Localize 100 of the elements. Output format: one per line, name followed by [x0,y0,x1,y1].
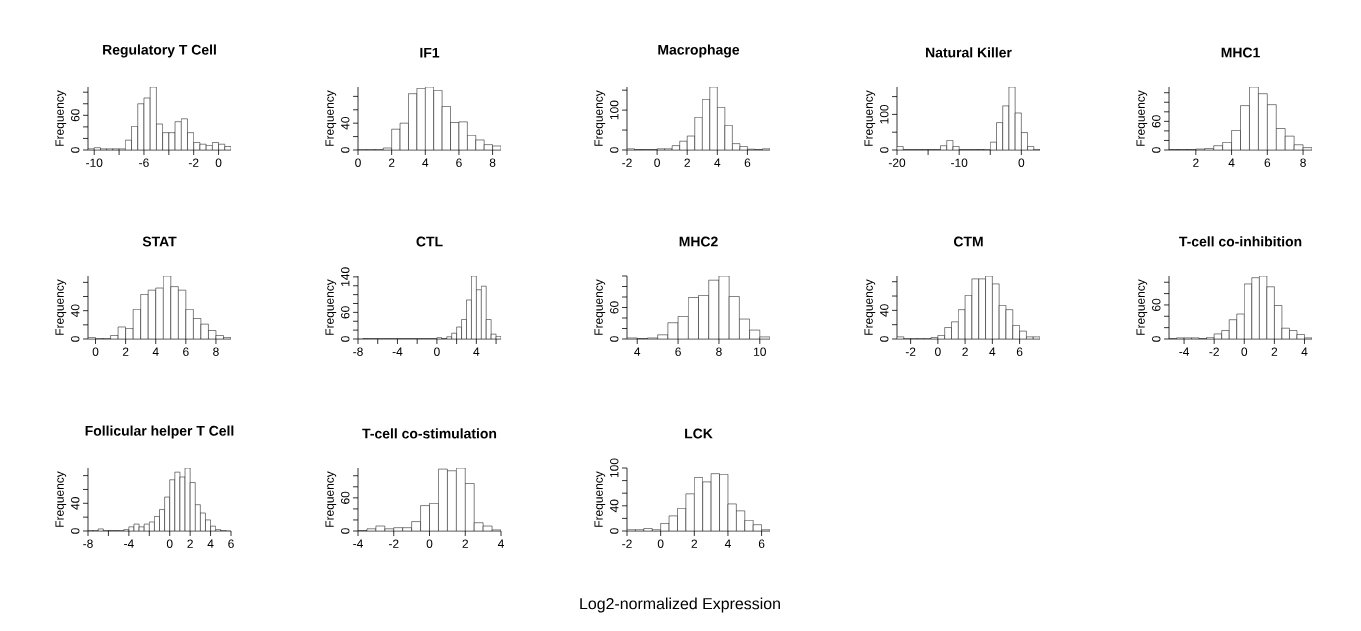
y-tick-label: 40 [341,117,350,130]
x-tick-label: -4 [124,539,134,548]
x-tick-label: 8 [1300,158,1306,167]
y-tick-label: 0 [1152,147,1161,153]
y-tick-label: 60 [1152,298,1161,311]
y-axis-title: Frequency [1136,90,1148,146]
x-tick-label: 6 [1016,347,1023,356]
chart-title: Natural Killer [926,47,1012,58]
x-tick-label: 6 [744,158,751,167]
chart-title: CTM [953,236,983,247]
x-tick-label: 4 [152,347,159,356]
chart-title: STAT [142,236,177,247]
x-tick-label: -20 [888,158,906,167]
y-axis-title: Frequency [55,279,67,335]
y-tick-label: 100 [610,458,619,478]
chart-title: CTL [416,236,443,247]
x-tick-label: 4 [1228,158,1235,167]
x-tick-label: 6 [228,539,234,548]
x-tick-label: -2 [1209,347,1219,356]
x-tick-label: -10 [86,158,103,167]
y-axis-title: Frequency [325,279,337,335]
x-tick-label: 4 [497,539,504,548]
x-tick-label: 6 [456,158,462,167]
chart-title: Macrophage [658,44,740,58]
x-tick-label: -2 [622,158,632,167]
x-tick-label: -2 [188,158,199,167]
x-tick-label: 0 [654,158,660,167]
x-tick-label: 0 [166,539,173,548]
chart-title: LCK [685,428,713,439]
x-tick-label: -10 [951,158,968,167]
x-tick-label: 0 [434,347,440,356]
y-tick-label: 40 [610,499,619,513]
x-tick-label: 8 [489,158,496,167]
y-axis-title: Frequency [594,90,606,146]
x-tick-label: -8 [83,539,93,548]
y-tick-label: 0 [341,528,350,534]
y-tick-label: 40 [71,497,80,510]
chart-title: MHC1 [1221,47,1260,58]
chart-title: MHC2 [679,236,718,247]
x-tick-label: 0 [215,158,222,167]
x-tick-label: 0 [426,539,433,548]
y-tick-label: 0 [341,147,350,153]
x-tick-label: 10 [754,347,766,356]
y-tick-label: 60 [71,109,80,122]
chart-title: IF1 [420,47,440,58]
x-tick-label: 0 [657,539,664,548]
y-axis-title: Frequency [325,90,337,146]
y-axis-title: Frequency [864,279,876,335]
x-tick-label: 0 [92,347,99,356]
y-tick-label: 0 [71,147,80,153]
x-tick-label: 4 [989,347,996,356]
y-tick-label: 0 [880,147,889,153]
chart-title: Follicular helper T Cell [85,425,234,439]
y-axis-title: Frequency [594,471,606,527]
x-tick-label: 8 [716,347,722,356]
y-axis-title: Frequency [594,279,606,335]
x-tick-label: -4 [1179,347,1190,356]
y-tick-label: 0 [1152,336,1161,342]
y-tick-label: 0 [880,336,889,342]
x-tick-label: -2 [622,539,632,548]
x-tick-label: 6 [675,347,681,356]
y-tick-label: 60 [341,491,350,504]
x-tick-label: 0 [355,158,361,167]
y-tick-label: 100 [880,104,889,124]
x-tick-label: 2 [388,158,395,167]
x-tick-label: 2 [1271,347,1278,356]
x-tick-label: 2 [691,539,698,548]
x-tick-label: 4 [724,539,731,548]
y-tick-label: 60 [1152,115,1161,128]
x-tick-label: 4 [634,347,641,356]
x-tick-label: 2 [684,158,690,167]
x-tick-label: -4 [353,539,363,548]
y-tick-label: 100 [610,100,619,120]
x-tick-label: 4 [1301,347,1308,356]
y-axis-title: Frequency [55,90,67,146]
x-tick-label: 4 [207,539,214,548]
x-tick-label: 4 [473,347,480,356]
y-tick-label: 0 [71,528,80,534]
y-axis-title: Frequency [1136,279,1148,335]
x-tick-label: -8 [353,347,363,356]
x-tick-label: -4 [392,347,403,356]
y-tick-label: 40 [880,304,889,317]
y-tick-label: 140 [341,267,350,286]
y-tick-label: 0 [610,336,619,342]
x-tick-label: 6 [183,347,189,356]
x-tick-label: 0 [935,347,941,356]
x-tick-label: 2 [1193,158,1199,167]
y-tick-label: 0 [341,336,350,342]
x-tick-label: 6 [758,539,765,548]
y-tick-label: 60 [341,306,350,319]
x-tick-label: 0 [1018,158,1025,167]
chart-title: T-cell co-stimulation [362,428,497,439]
y-axis-title: Frequency [325,471,337,527]
x-tick-label: -6 [139,158,149,167]
y-tick-label: 0 [71,336,80,342]
chart-title: T-cell co-inhibition [1179,236,1302,247]
y-tick-label: 40 [71,304,80,318]
text: Log2-normalized Expression [580,597,780,613]
x-tick-label: 2 [962,347,968,356]
y-axis-title: Frequency [55,471,67,527]
